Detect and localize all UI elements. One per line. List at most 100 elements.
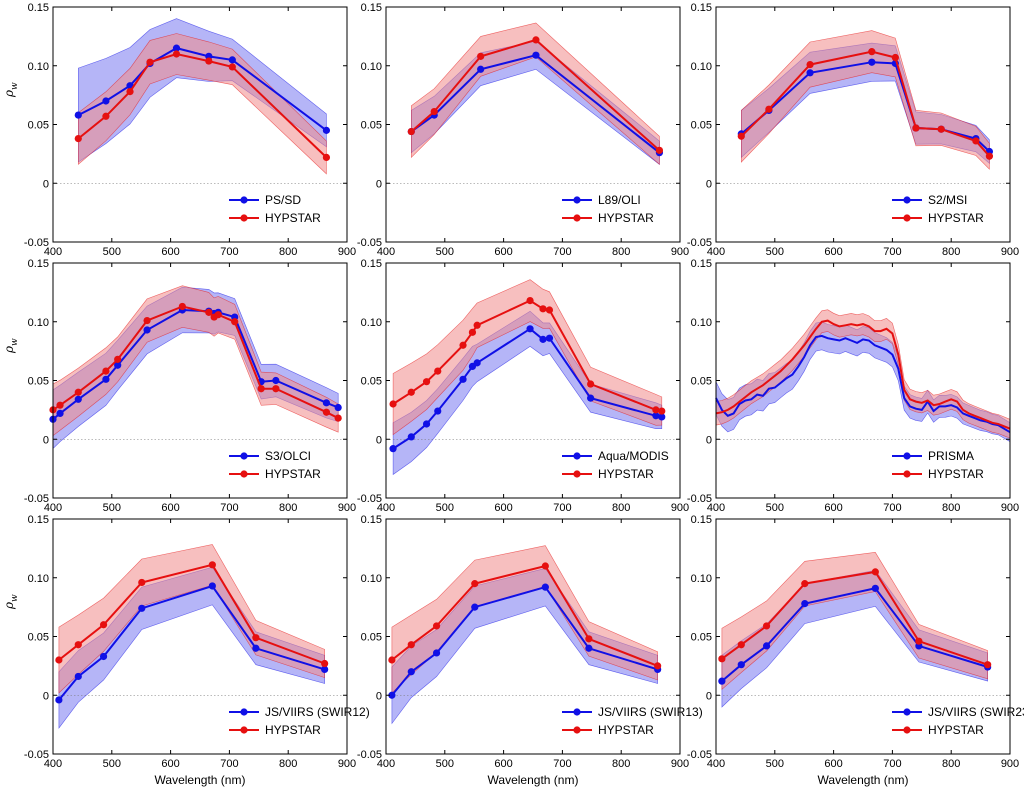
x-tick-label: 600 <box>494 758 512 770</box>
data-point <box>74 641 82 649</box>
x-tick-label: 700 <box>553 758 571 770</box>
data-point <box>801 600 809 608</box>
legend-marker <box>573 470 581 478</box>
legend-marker <box>573 726 581 734</box>
x-axis-label: Wavelength (nm) <box>488 773 579 787</box>
data-point <box>143 326 151 334</box>
series-line-hypstar <box>715 319 1011 430</box>
x-tick-label: 600 <box>824 758 842 770</box>
x-tick-label: 400 <box>707 502 725 514</box>
data-point <box>102 367 110 375</box>
x-tick-label: 500 <box>103 758 121 770</box>
y-tick-label: 0.15 <box>691 258 712 270</box>
y-axis-label-main: ρ <box>2 602 16 610</box>
x-tick-label: 600 <box>161 246 179 258</box>
data-point <box>407 668 415 676</box>
series-line-hypstar <box>77 52 328 159</box>
data-point <box>526 297 534 305</box>
x-tick-label: 500 <box>436 502 454 514</box>
x-tick-label: 900 <box>1001 758 1019 770</box>
data-point <box>539 305 547 313</box>
x-tick-label: 800 <box>942 246 960 258</box>
y-tick-label: -0.05 <box>687 749 712 761</box>
x-tick-label: 500 <box>103 246 121 258</box>
data-point <box>55 696 63 704</box>
data-point <box>473 359 481 367</box>
x-tick-label: 800 <box>612 246 630 258</box>
legend-label: PS/SD <box>265 193 301 207</box>
data-point <box>422 378 431 386</box>
y-tick-label: -0.05 <box>687 237 712 249</box>
legend-label: HYPSTAR <box>598 467 654 481</box>
data-point <box>532 51 540 59</box>
data-point <box>718 677 726 685</box>
data-point <box>252 634 260 642</box>
data-point <box>985 152 994 160</box>
y-axis-label: ρw <box>2 338 20 354</box>
data-point <box>407 388 415 396</box>
y-tick-label: -0.05 <box>357 493 382 505</box>
legend-marker <box>903 214 911 222</box>
uncertainty-band-hypstar <box>58 544 326 694</box>
x-tick-label: 700 <box>883 758 901 770</box>
data-point <box>74 672 82 681</box>
y-tick-label: 0.15 <box>691 514 712 526</box>
data-point <box>74 111 82 119</box>
data-point <box>459 341 467 349</box>
x-tick-label: 400 <box>44 246 62 258</box>
x-tick-label: 400 <box>377 758 395 770</box>
data-point <box>407 433 415 441</box>
data-point <box>871 584 879 592</box>
legend-marker <box>903 708 911 716</box>
data-point <box>334 414 342 422</box>
data-point <box>434 367 442 375</box>
data-point <box>321 659 329 668</box>
x-tick-label: 600 <box>494 246 512 258</box>
y-tick-label: 0.15 <box>28 258 49 270</box>
y-tick-label: 0.15 <box>361 514 382 526</box>
data-point <box>972 137 980 145</box>
data-point <box>114 361 122 369</box>
x-tick-label: 800 <box>279 758 297 770</box>
data-point <box>891 53 899 62</box>
y-tick-label: 0.05 <box>28 376 49 388</box>
legend-label: HYPSTAR <box>265 467 321 481</box>
data-point <box>102 112 110 120</box>
y-tick-label: 0.05 <box>28 632 49 644</box>
data-point <box>205 308 213 316</box>
data-point <box>434 407 442 415</box>
y-axis-label-sub: w <box>10 82 20 90</box>
data-point <box>655 146 664 154</box>
legend-marker <box>240 196 248 204</box>
uncertainty-band-hypstar <box>52 285 339 437</box>
data-point <box>74 388 82 396</box>
y-tick-label: 0 <box>376 178 382 190</box>
data-point <box>587 394 595 402</box>
data-point <box>74 135 82 143</box>
data-point <box>178 302 186 311</box>
legend-marker <box>903 726 911 734</box>
data-point <box>526 325 534 333</box>
data-point <box>231 318 239 326</box>
series-line-satellite <box>715 334 1011 434</box>
data-point <box>228 56 236 64</box>
x-tick-label: 400 <box>44 758 62 770</box>
data-point <box>737 661 745 669</box>
data-point <box>146 58 154 66</box>
x-tick-label: 600 <box>161 502 179 514</box>
y-tick-label: 0.05 <box>28 120 49 132</box>
legend-label: HYPSTAR <box>928 467 984 481</box>
x-tick-label: 800 <box>612 758 630 770</box>
data-point <box>477 65 485 73</box>
data-point <box>471 580 479 588</box>
y-tick-label: 0.15 <box>28 514 49 526</box>
y-tick-label: -0.05 <box>357 749 382 761</box>
y-tick-label: 0.10 <box>28 573 49 585</box>
data-point <box>322 153 331 161</box>
y-tick-label: 0 <box>43 434 49 446</box>
legend-marker <box>240 214 248 222</box>
y-tick-label: 0.05 <box>691 632 712 644</box>
